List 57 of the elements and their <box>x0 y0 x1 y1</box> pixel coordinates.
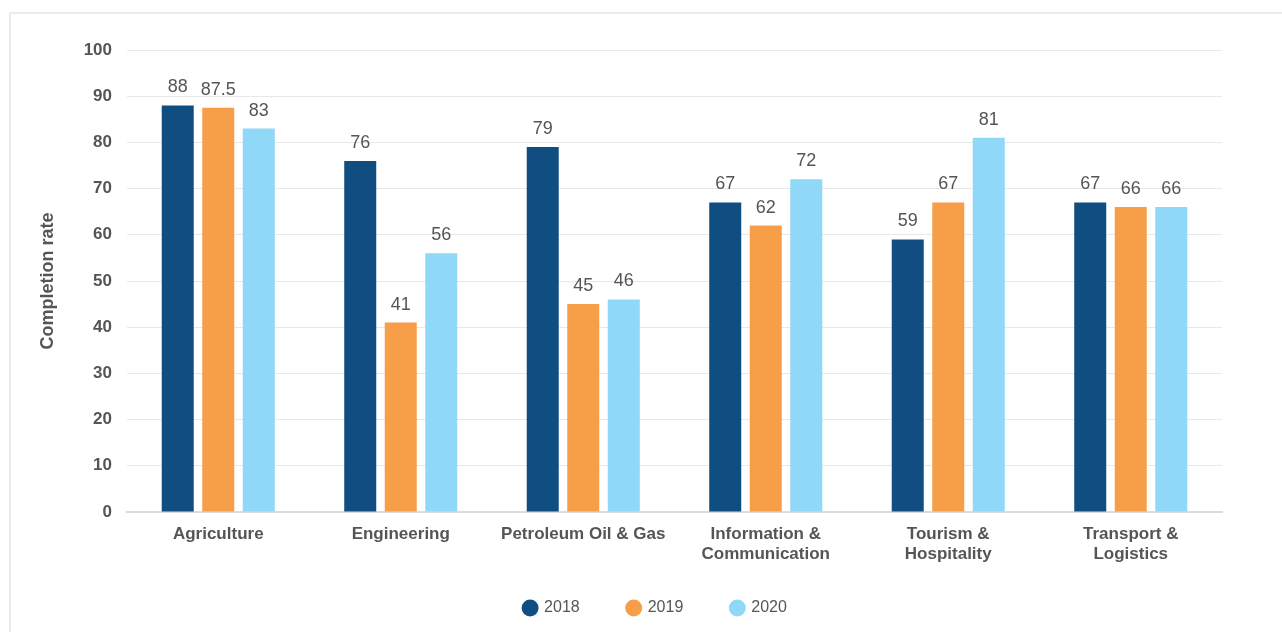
data-label: 66 <box>1120 178 1141 199</box>
bar <box>607 299 640 512</box>
bar <box>384 322 417 512</box>
data-label: 59 <box>897 210 918 231</box>
bar <box>242 128 275 512</box>
y-tick-label: 90 <box>93 85 112 105</box>
y-tick-label: 100 <box>83 39 112 59</box>
y-tick-label: 50 <box>93 270 112 290</box>
data-label: 87.5 <box>200 78 236 99</box>
bar <box>749 225 782 512</box>
x-tick-label: Engineering <box>351 523 450 543</box>
x-tick-label: Petroleum Oil & Gas <box>501 523 666 543</box>
y-tick-label: 80 <box>93 132 112 152</box>
data-label: 67 <box>1080 173 1101 194</box>
y-tick-label: 60 <box>93 224 112 244</box>
bar <box>567 304 600 512</box>
bar <box>790 179 823 512</box>
data-label: 67 <box>715 173 736 194</box>
y-tick-label: 40 <box>93 316 112 336</box>
y-tick-label: 30 <box>93 363 112 383</box>
data-label: 66 <box>1161 178 1182 199</box>
y-tick-label: 70 <box>93 178 112 198</box>
y-tick-label: 0 <box>102 501 112 521</box>
data-label: 56 <box>431 224 452 245</box>
bar <box>526 147 559 512</box>
y-tick-label: 10 <box>93 455 112 475</box>
data-label: 46 <box>613 270 634 291</box>
legend-label: 2019 <box>647 598 684 616</box>
bar <box>1074 202 1107 512</box>
legend-label: 2020 <box>751 598 787 616</box>
data-label: 72 <box>796 150 817 171</box>
x-tick-label: Tourism & Hospitality <box>904 523 993 564</box>
bar <box>1155 207 1188 512</box>
data-label: 83 <box>248 99 269 120</box>
data-label: 81 <box>978 108 999 129</box>
data-label: 79 <box>532 117 553 138</box>
data-label: 62 <box>755 196 776 217</box>
x-tick-label: Information & Communication <box>701 523 830 564</box>
bar <box>161 105 194 512</box>
data-label: 76 <box>350 131 371 152</box>
bar <box>202 107 235 512</box>
legend-label: 2018 <box>544 598 580 616</box>
y-tick-label: 20 <box>93 409 112 429</box>
bar <box>425 253 458 512</box>
x-tick-label: Transport & Logistics <box>1083 523 1179 564</box>
bar <box>344 160 377 512</box>
bar <box>1114 207 1147 512</box>
data-label: 41 <box>390 293 411 314</box>
bar <box>972 137 1005 512</box>
bar <box>932 202 965 512</box>
data-label: 67 <box>938 173 959 194</box>
data-label: 45 <box>573 275 594 296</box>
bar <box>709 202 742 512</box>
x-tick-label: Agriculture <box>172 523 264 543</box>
data-label: 88 <box>167 76 188 97</box>
y-axis-title: Completion rate <box>36 212 57 350</box>
bar <box>891 239 924 512</box>
